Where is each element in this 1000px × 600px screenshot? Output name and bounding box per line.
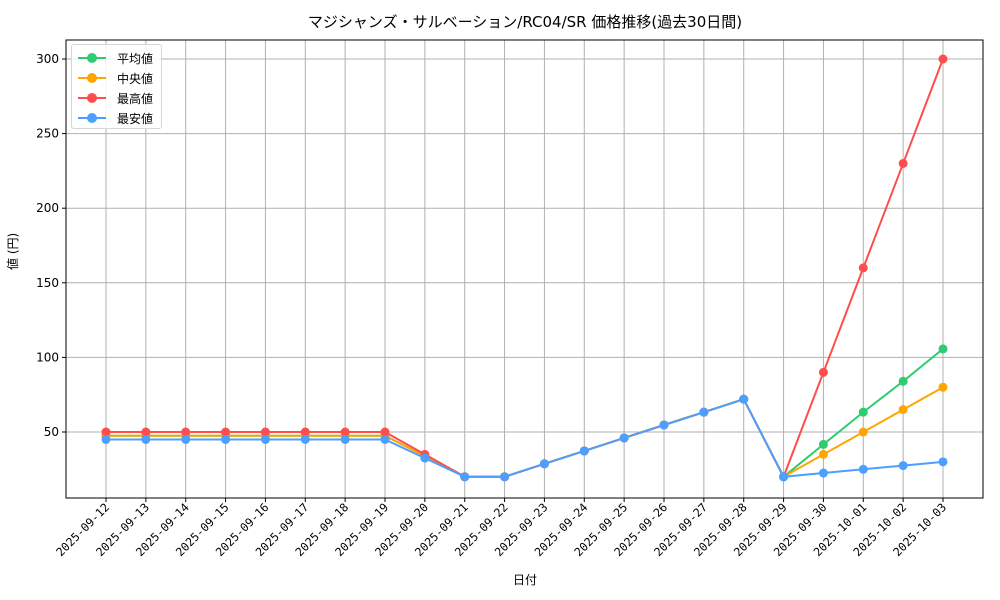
data-point [938, 344, 948, 354]
x-axis-label: 日付 [513, 573, 538, 587]
data-point [340, 434, 350, 444]
y-tick-label: 100 [36, 350, 59, 364]
data-point [300, 434, 310, 444]
data-point [818, 367, 828, 377]
y-tick-label: 150 [36, 276, 59, 290]
y-axis-label: 値 (円) [6, 232, 20, 270]
data-point [539, 459, 549, 469]
legend-marker-icon [87, 113, 97, 123]
data-point [141, 427, 151, 437]
data-point [858, 263, 868, 273]
legend-item-average: 平均値 [72, 48, 161, 68]
y-tick-label: 300 [36, 52, 59, 66]
data-point [460, 472, 470, 482]
data-point [898, 461, 908, 471]
legend-marker-icon [87, 93, 97, 103]
data-point [619, 433, 629, 443]
data-point [260, 427, 270, 437]
legend-item-median: 中央値 [72, 68, 161, 88]
legend-item-min: 最安値 [72, 108, 161, 128]
data-point [818, 449, 828, 459]
data-point [221, 434, 231, 444]
data-point [898, 405, 908, 415]
data-point [420, 453, 430, 463]
data-point [380, 427, 390, 437]
legend-marker-icon [87, 53, 97, 63]
data-point [101, 427, 111, 437]
chart-title: マジシャンズ・サルベーション/RC04/SR 価格推移(過去30日間) [307, 13, 743, 31]
data-point [221, 427, 231, 437]
data-point [898, 376, 908, 386]
data-point [818, 439, 828, 449]
y-tick-label: 250 [36, 127, 59, 141]
data-point [779, 472, 789, 482]
series-line [106, 397, 944, 478]
data-point [260, 434, 270, 444]
legend-marker-icon [87, 73, 97, 83]
data-point [858, 464, 868, 474]
data-point [500, 472, 510, 482]
data-point [858, 427, 868, 437]
data-point [579, 446, 589, 456]
data-point [858, 407, 868, 417]
y-tick-label: 50 [44, 425, 59, 439]
data-point [739, 394, 749, 404]
data-point [898, 158, 908, 168]
data-point [938, 457, 948, 467]
data-point [938, 54, 948, 64]
data-point [141, 434, 151, 444]
legend: 平均値 中央値 最高値 最安値 [71, 44, 162, 129]
legend-item-max: 最高値 [72, 88, 161, 108]
data-point [300, 427, 310, 437]
data-point [818, 468, 828, 478]
data-point [938, 382, 948, 392]
data-point [340, 427, 350, 437]
data-point [181, 434, 191, 444]
data-point [699, 407, 709, 417]
y-tick-label: 200 [36, 201, 59, 215]
data-point [659, 420, 669, 430]
data-point [101, 434, 111, 444]
data-point [380, 434, 390, 444]
data-point [181, 427, 191, 437]
series-line [106, 58, 944, 480]
